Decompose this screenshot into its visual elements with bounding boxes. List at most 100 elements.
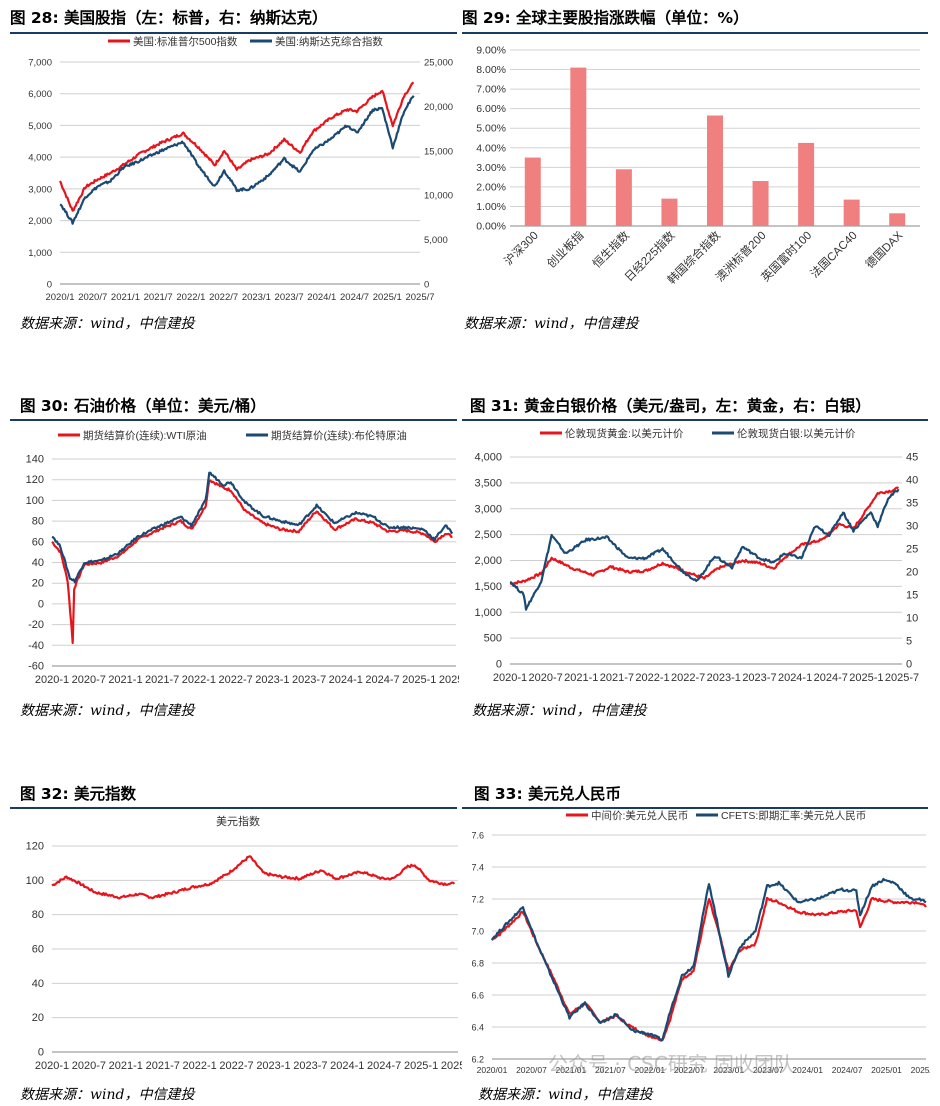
y-tick-label: 6.00% xyxy=(476,103,506,115)
y-tick-label: 60 xyxy=(32,536,44,548)
x-tick-label: 2023-1 xyxy=(256,1060,290,1072)
y2-tick-label: 20,000 xyxy=(424,102,453,113)
y-tick-label: 2,000 xyxy=(474,555,502,567)
y-tick-label: 100 xyxy=(26,875,44,887)
x-tick-label: 2023-7 xyxy=(293,1060,327,1072)
legend-label: 期货结算价(连续):WTI原油 xyxy=(83,429,207,442)
y-tick-label: 4,000 xyxy=(474,452,502,464)
chart-usd-cny: 6.2 6.4 6.6 6.8 7.0 7.2 7.4 7.6 2020/01 2020/07 20… xyxy=(471,809,930,1075)
y-tick-label: 120 xyxy=(26,474,44,486)
y-tick-label: 7.6 xyxy=(471,831,484,841)
y2-tick-label: 35 xyxy=(906,498,918,510)
bar xyxy=(889,213,906,226)
x-tick-label: 2024-7 xyxy=(365,674,399,686)
source-note: 数据来源：wind，中信建投 xyxy=(20,703,195,719)
source-note: 数据来源：wind，中信建投 xyxy=(472,703,647,719)
x-tick-label: 创业板指 xyxy=(544,228,586,270)
x-tick-label: 2021/7 xyxy=(144,292,173,303)
legend-label: CFETS:即期汇率:美元兑人民币 xyxy=(721,809,866,822)
x-tick-label: 法国CAC40 xyxy=(807,228,859,280)
y-tick-label: 2,500 xyxy=(474,529,502,541)
x-tick-label: 2022-1 xyxy=(182,674,216,686)
y-tick-label: 5.00% xyxy=(476,123,506,135)
x-tick-label: 2024-7 xyxy=(814,672,848,684)
x-tick-label: 2023/01 xyxy=(713,1065,744,1075)
x-tick-label: 2020-1 xyxy=(493,672,527,684)
y-tick-label: 0 xyxy=(496,659,502,671)
x-tick-label: 2025-1 xyxy=(849,672,883,684)
x-tick-label: 2020/01 xyxy=(477,1065,508,1075)
y2-tick-label: 45 xyxy=(906,452,918,464)
x-tick-label: 2025-7 xyxy=(439,674,459,686)
x-tick-label: 2021-1 xyxy=(564,672,598,684)
y2-tick-label: 25 xyxy=(906,544,918,556)
x-tick-label: 沪深300 xyxy=(501,228,541,268)
x-tick-label: 2025/7 xyxy=(405,292,434,303)
y-tick-label: 6.4 xyxy=(471,1023,484,1033)
x-tick-label: 2022-7 xyxy=(671,672,705,684)
y-tick-label: 2.00% xyxy=(476,181,506,193)
title-rule xyxy=(462,807,928,809)
y-tick-label: 0 xyxy=(38,598,44,610)
y2-tick-label: 5 xyxy=(906,636,912,648)
y-tick-label: 1,500 xyxy=(474,581,502,593)
y2-tick-label: 30 xyxy=(906,521,918,533)
y-tick-label: 6.2 xyxy=(471,1055,484,1065)
y-tick-label: -60 xyxy=(28,661,44,673)
y-tick-label: 40 xyxy=(32,557,44,569)
x-tick-label: 2020-7 xyxy=(72,1060,106,1072)
x-tick-label: 2022-7 xyxy=(219,674,253,686)
source-note: 数据来源：wind，中信建投 xyxy=(20,316,195,332)
y-tick-label: 60 xyxy=(32,944,44,956)
y-tick-label: 20 xyxy=(32,1012,44,1024)
x-tick-label: 2020-1 xyxy=(35,674,69,686)
source-note: 数据来源：wind，中信建投 xyxy=(20,1087,195,1103)
x-tick-label: 2022/7 xyxy=(209,292,238,303)
x-tick-label: 2023-1 xyxy=(707,672,741,684)
title-rule xyxy=(10,807,457,809)
y-tick-label: 4.00% xyxy=(476,142,506,154)
x-tick-label: 2022-1 xyxy=(635,672,669,684)
source-note: 数据来源：wind，中信建投 xyxy=(478,1087,653,1103)
legend-label: 美元指数 xyxy=(216,814,260,828)
chart-title: 图 31: 黄金白银价格（美元/盎司，左：黄金，右：白银） xyxy=(470,397,871,415)
bar xyxy=(752,181,769,226)
series-line-2 xyxy=(51,471,454,584)
y2-tick-label: 15,000 xyxy=(424,146,453,157)
x-tick-label: 2023/7 xyxy=(275,292,304,303)
y2-tick-label: 5,000 xyxy=(424,235,448,246)
y-tick-label: 20 xyxy=(32,578,44,590)
x-tick-label: 2020/07 xyxy=(516,1065,547,1075)
x-tick-label: 2025-1 xyxy=(402,674,436,686)
x-tick-label: 2020-7 xyxy=(72,674,106,686)
series-line-2 xyxy=(491,877,927,1042)
x-tick-label: 2020/1 xyxy=(45,292,74,303)
y-tick-label: 5,000 xyxy=(28,121,52,132)
chart-global-index-changes: 0.00% 1.00% 2.00% 3.00% 4.00% 5.00% 6.00% 7.00%… xyxy=(476,45,920,287)
x-tick-label: 2022-1 xyxy=(183,1060,217,1072)
y2-tick-label: 40 xyxy=(906,475,918,487)
y-tick-label: 6.8 xyxy=(471,959,484,969)
legend-label: 期货结算价(连续):布伦特原油 xyxy=(271,429,407,442)
y-tick-label: 3,000 xyxy=(28,184,52,195)
x-tick-label: 2022/01 xyxy=(634,1065,665,1075)
y2-tick-label: 0 xyxy=(424,280,429,291)
x-tick-label: 2021-7 xyxy=(600,672,634,684)
x-tick-label: 2021-1 xyxy=(108,674,142,686)
y2-tick-label: 0 xyxy=(906,659,912,671)
series-line-1 xyxy=(51,479,453,645)
chart-title: 图 29: 全球主要股指涨跌幅（单位：%） xyxy=(462,9,749,27)
x-tick-label: 2025-7 xyxy=(441,1060,462,1072)
chart-title: 图 32: 美元指数 xyxy=(20,785,137,803)
y-tick-label: 4,000 xyxy=(28,153,52,164)
y-tick-label: -20 xyxy=(28,619,44,631)
y-tick-label: 3.00% xyxy=(476,162,506,174)
y-tick-label: 7.0 xyxy=(471,927,484,937)
legend-label: 美国:纳斯达克综合指数 xyxy=(275,35,383,48)
x-tick-label: 2024-1 xyxy=(778,672,812,684)
y2-tick-label: 25,000 xyxy=(424,58,453,69)
bar xyxy=(707,115,723,226)
x-tick-label: 2023-7 xyxy=(742,672,776,684)
x-tick-label: 2021/07 xyxy=(595,1065,626,1075)
